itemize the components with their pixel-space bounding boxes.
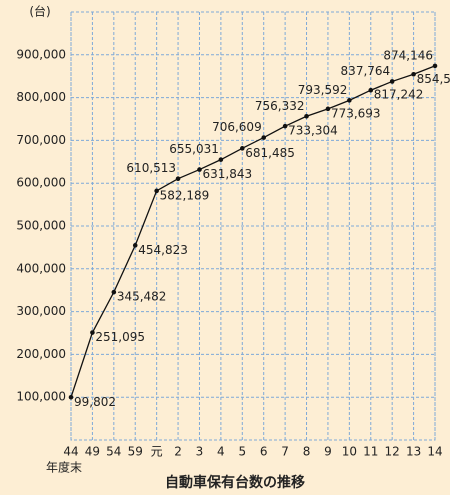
x-tick-label: 元 xyxy=(151,445,163,459)
data-label: 793,592 xyxy=(298,83,348,97)
x-tick-label: 3 xyxy=(196,445,204,459)
y-tick-label: 400,000 xyxy=(16,261,66,275)
y-tick-label: 700,000 xyxy=(16,133,66,147)
point xyxy=(175,176,181,182)
data-label: 706,609 xyxy=(212,120,262,134)
point xyxy=(90,330,95,335)
point xyxy=(132,243,138,248)
point xyxy=(239,146,245,151)
x-tick-label: 54 xyxy=(106,445,121,459)
chart-title: 自動車保有台数の推移 xyxy=(165,474,305,491)
y-tick-label: 800,000 xyxy=(16,90,66,104)
x-tick-label: 8 xyxy=(303,445,311,459)
x-tick-label: 5 xyxy=(238,445,246,459)
data-label: 817,242 xyxy=(374,88,424,102)
point xyxy=(325,106,331,112)
x-tick-label: 4 xyxy=(217,445,225,459)
x-tick-label: 9 xyxy=(324,445,332,459)
x-tick-label: 7 xyxy=(281,445,289,459)
point xyxy=(368,87,374,93)
data-label: 251,095 xyxy=(95,330,145,344)
point xyxy=(197,167,202,172)
x-tick-label: 59 xyxy=(128,445,143,459)
x-tick-label: 10 xyxy=(342,445,357,459)
point xyxy=(304,113,309,119)
data-label: 733,304 xyxy=(288,124,338,138)
point xyxy=(411,71,416,77)
data-label: 655,031 xyxy=(169,142,219,156)
data-label: 582,189 xyxy=(160,188,210,202)
data-label: 773,693 xyxy=(331,106,381,120)
point xyxy=(218,157,224,162)
x-note: 年度末 xyxy=(46,460,82,475)
y-unit: (台) xyxy=(29,4,50,19)
point xyxy=(389,79,395,84)
line xyxy=(70,65,436,398)
point xyxy=(154,188,159,194)
data-label: 854,539 xyxy=(417,72,450,86)
x-tick-label: 11 xyxy=(363,445,378,459)
data-label: 610,513 xyxy=(126,161,176,175)
x-tick-label: 49 xyxy=(85,445,100,459)
point xyxy=(282,123,288,129)
y-tick-label: 300,000 xyxy=(16,304,66,318)
data-label: 99,802 xyxy=(74,395,116,409)
x-tick-label: 14 xyxy=(427,445,442,459)
point xyxy=(432,63,438,69)
data-label: 345,482 xyxy=(117,290,167,304)
point xyxy=(111,289,117,295)
x-tick-label: 6 xyxy=(260,445,268,459)
point xyxy=(261,135,267,140)
data-label: 681,485 xyxy=(245,146,295,160)
y-tick-label: 900,000 xyxy=(16,47,66,61)
y-tick-label: 200,000 xyxy=(16,347,66,361)
y-tick-label: 100,000 xyxy=(16,390,66,404)
x-tick-label: 2 xyxy=(174,445,182,459)
data-label: 454,823 xyxy=(138,243,188,257)
data-label: 837,764 xyxy=(341,64,391,78)
x-tick-label: 13 xyxy=(406,445,421,459)
point xyxy=(347,98,352,103)
data-label: 874,146 xyxy=(383,48,433,62)
y-tick-label: 500,000 xyxy=(16,219,66,233)
data-label: 756,332 xyxy=(255,99,305,113)
x-tick-label: 12 xyxy=(385,445,400,459)
y-tick-label: 600,000 xyxy=(16,176,66,190)
x-tick-label: 44 xyxy=(63,445,78,459)
point xyxy=(68,394,74,400)
data-label: 631,843 xyxy=(202,167,252,181)
